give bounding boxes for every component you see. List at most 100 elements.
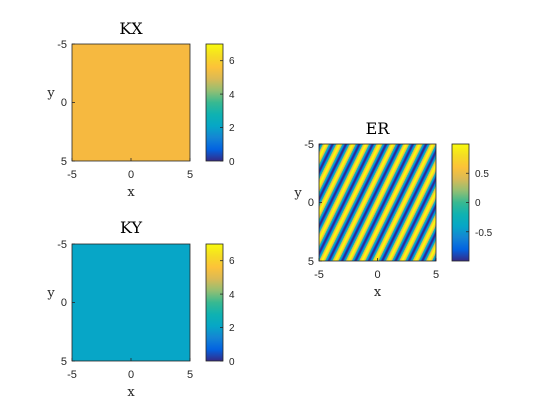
- er-cell: [431, 161, 433, 163]
- er-cell: [412, 162, 414, 164]
- er-cell: [319, 156, 321, 158]
- er-cell: [396, 159, 398, 161]
- er-cell: [365, 163, 367, 165]
- kx-cbtick-label: 2: [229, 123, 235, 134]
- er-cell: [333, 162, 335, 164]
- er-cell: [380, 153, 382, 155]
- er-cell: [402, 147, 404, 149]
- er-cell: [333, 170, 335, 172]
- er-cell: [373, 165, 375, 167]
- er-cell: [381, 147, 383, 149]
- er-cell: [380, 170, 382, 172]
- ky-xtick-label: -5: [67, 369, 77, 381]
- er-cell: [325, 163, 327, 165]
- er-cell: [361, 155, 363, 157]
- er-cell: [326, 165, 328, 167]
- er-cell: [432, 149, 434, 151]
- er-cell: [332, 151, 334, 153]
- er-cell: [369, 146, 371, 148]
- er-cell: [319, 155, 321, 157]
- er-cell: [362, 171, 364, 173]
- er-cell: [346, 170, 348, 172]
- er-cell: [391, 158, 393, 160]
- er-cell: [393, 172, 395, 174]
- er-cell: [412, 158, 414, 160]
- er-cell: [381, 145, 383, 147]
- er-cell: [332, 153, 334, 155]
- er-cell: [335, 158, 337, 160]
- er-cell: [334, 159, 336, 161]
- er-cell: [417, 154, 419, 156]
- er-cell: [354, 163, 356, 165]
- er-cell: [344, 160, 346, 162]
- er-cell: [324, 154, 326, 156]
- er-cell: [328, 165, 330, 167]
- er-cell: [426, 150, 428, 152]
- er-cell: [342, 158, 344, 160]
- er-cell: [393, 171, 395, 173]
- er-cell: [365, 149, 367, 151]
- er-cell: [338, 163, 340, 165]
- er-cell: [424, 159, 426, 161]
- er-cell: [425, 167, 427, 169]
- er-cell: [378, 172, 380, 174]
- er-cell: [414, 159, 416, 161]
- er-cell: [413, 156, 415, 158]
- er-cell: [340, 168, 342, 170]
- er-cell: [427, 164, 429, 166]
- er-cell: [336, 153, 338, 155]
- er-cell: [360, 164, 362, 166]
- er-cell: [375, 157, 377, 159]
- er-cell: [385, 167, 387, 169]
- er-cell: [334, 145, 336, 147]
- er-cell: [328, 172, 330, 174]
- er-cell: [344, 154, 346, 156]
- er-cell: [421, 151, 423, 153]
- er-cell: [375, 160, 377, 162]
- er-cell: [323, 155, 325, 157]
- er-cell: [343, 167, 345, 169]
- er-cell: [429, 159, 431, 161]
- er-cell: [333, 149, 335, 151]
- er-cell: [406, 163, 408, 165]
- er-cell: [336, 155, 338, 157]
- er-cell: [344, 171, 346, 173]
- er-cell: [377, 145, 379, 147]
- er-cell: [409, 145, 411, 147]
- er-cell: [355, 169, 357, 171]
- er-cell: [394, 162, 396, 164]
- er-cell: [363, 151, 365, 153]
- er-cell: [368, 150, 370, 152]
- er-cell: [391, 161, 393, 163]
- er-cell: [320, 152, 322, 154]
- er-cell: [427, 159, 429, 161]
- er-cell: [327, 168, 329, 170]
- er-cell: [374, 149, 376, 151]
- er-cell: [336, 160, 338, 162]
- er-cell: [396, 163, 398, 165]
- er-cell: [332, 156, 334, 158]
- er-cell: [413, 153, 415, 155]
- er-cell: [411, 168, 413, 170]
- er-cell: [347, 170, 349, 172]
- er-cell: [367, 156, 369, 158]
- er-cell: [366, 153, 368, 155]
- er-cell: [409, 169, 411, 171]
- er-cell: [433, 152, 435, 154]
- er-cell: [424, 158, 426, 160]
- er-cell: [331, 147, 333, 149]
- er-cell: [380, 155, 382, 157]
- er-cell: [338, 151, 340, 153]
- er-cell: [323, 150, 325, 152]
- er-cell: [403, 144, 405, 146]
- er-cell: [375, 167, 377, 169]
- er-cell: [336, 145, 338, 147]
- er-cell: [432, 162, 434, 164]
- er-cell: [398, 156, 400, 158]
- er-cell: [322, 172, 324, 174]
- er-cell: [427, 162, 429, 164]
- er-cell: [416, 157, 418, 159]
- er-cell: [327, 150, 329, 152]
- er-cell: [407, 156, 409, 158]
- er-cell: [355, 144, 357, 146]
